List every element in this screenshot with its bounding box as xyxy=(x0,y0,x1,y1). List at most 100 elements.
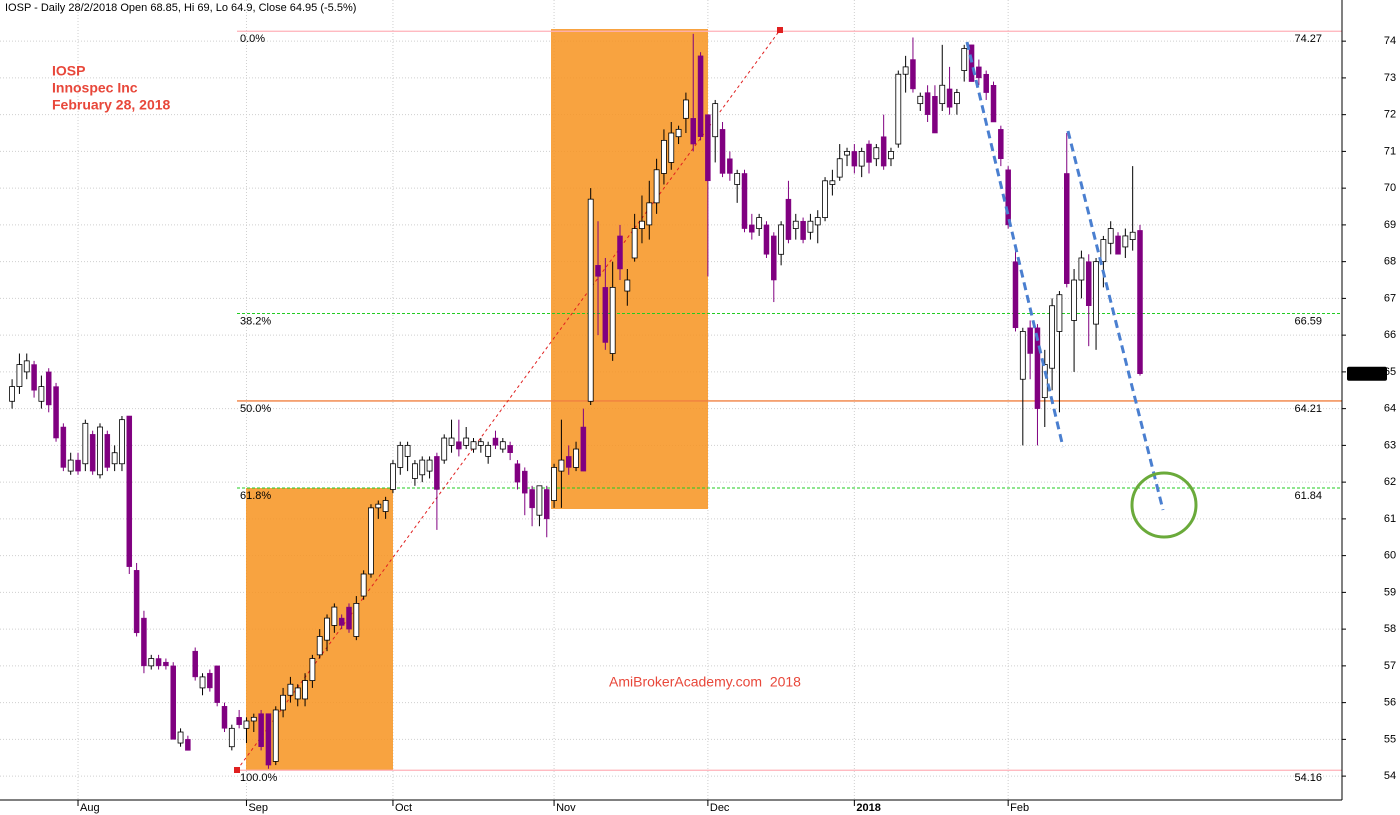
candle-body xyxy=(302,680,308,700)
candle-body xyxy=(844,151,850,156)
y-tick-label: 69 xyxy=(1384,219,1396,231)
candle-body xyxy=(595,265,601,277)
candle-body xyxy=(712,103,719,138)
candle-body xyxy=(148,658,155,667)
candle-body xyxy=(785,198,792,240)
candle-body xyxy=(829,180,836,185)
y-tick-label: 59 xyxy=(1384,586,1396,598)
candle-body xyxy=(976,66,982,79)
candle-body xyxy=(661,139,667,174)
y-tick-label: 60 xyxy=(1384,550,1396,562)
candle-body xyxy=(690,118,696,145)
y-tick-label: 72 xyxy=(1384,109,1396,121)
candle-body xyxy=(67,459,74,472)
fib-percent: 61.8% xyxy=(240,490,271,502)
candle-body xyxy=(1137,230,1143,374)
candle-body xyxy=(880,136,887,167)
candle-body xyxy=(53,386,59,439)
candle-body xyxy=(580,426,587,472)
candle-body xyxy=(38,386,45,402)
candle-body xyxy=(60,426,67,468)
candle-body xyxy=(771,235,777,281)
candle-body xyxy=(1019,331,1026,380)
candle-body xyxy=(1041,364,1048,399)
candle-body xyxy=(463,437,470,446)
candle-body xyxy=(448,437,455,446)
candle-body xyxy=(617,235,623,270)
candle-body xyxy=(507,445,513,453)
candle-body xyxy=(631,228,638,259)
candle-body xyxy=(163,661,169,667)
y-tick-label: 63 xyxy=(1384,439,1396,451)
x-tick-label: Aug xyxy=(80,802,100,814)
fib-price: 61.84 xyxy=(1294,490,1322,502)
fib-percent: 0.0% xyxy=(240,33,265,45)
candle-body xyxy=(1012,261,1019,329)
candle-body xyxy=(492,437,499,446)
candle-body xyxy=(155,658,162,667)
candle-body xyxy=(1100,239,1107,263)
y-tick-label: 54 xyxy=(1384,770,1396,782)
y-tick-label: 67 xyxy=(1384,292,1396,304)
candle-body xyxy=(1049,305,1056,369)
candle-body xyxy=(82,422,89,465)
candle-body xyxy=(316,636,323,656)
candle-body xyxy=(734,173,741,185)
candle-body xyxy=(953,92,960,105)
candle-body xyxy=(741,173,748,229)
candle-body xyxy=(573,448,579,468)
candle-body xyxy=(939,84,946,105)
candle-body xyxy=(456,441,462,450)
candle-body xyxy=(895,73,902,145)
candle-body xyxy=(287,683,294,696)
candle-body xyxy=(917,95,924,105)
candle-body xyxy=(221,706,228,729)
candle-body xyxy=(668,132,675,163)
last-price-label: 64.95 xyxy=(1353,368,1381,380)
candle-body xyxy=(961,48,968,71)
watermark: AmiBrokerAcademy.com 2018 xyxy=(609,674,801,690)
y-tick-label: 71 xyxy=(1384,145,1396,157)
candle-body xyxy=(624,279,631,292)
y-tick-label: 62 xyxy=(1384,476,1396,488)
candle-body xyxy=(236,717,242,725)
candle-body xyxy=(426,459,433,472)
candle-body xyxy=(272,709,279,762)
candle-body xyxy=(565,456,572,468)
chart-title: IOSP - Daily 28/2/2018 Open 68.85, Hi 69… xyxy=(5,2,356,14)
candle-body xyxy=(185,739,191,751)
candle-body xyxy=(1027,327,1033,354)
y-tick-label: 70 xyxy=(1384,182,1396,194)
candle-body xyxy=(404,444,411,457)
candle-body xyxy=(434,456,440,490)
candle-body xyxy=(23,360,30,373)
candle-body xyxy=(778,224,785,255)
candle-body xyxy=(470,441,477,450)
trend-line xyxy=(1066,130,1165,511)
annotation: Innospec Inc xyxy=(52,80,138,96)
candle-body xyxy=(990,85,997,123)
candle-body xyxy=(1005,169,1011,226)
candle-body xyxy=(170,665,176,740)
candle-body xyxy=(199,676,206,689)
candle-body xyxy=(1078,257,1085,281)
fib-percent: 50.0% xyxy=(240,403,271,415)
candle-body xyxy=(360,573,367,597)
candle-body xyxy=(522,470,528,494)
candle-body xyxy=(902,66,909,75)
candle-body xyxy=(75,459,81,472)
candle-body xyxy=(998,129,1004,160)
candle-body xyxy=(822,180,828,218)
candle-body xyxy=(485,444,492,457)
candle-body xyxy=(873,147,880,160)
candle-body xyxy=(1107,228,1114,244)
x-tick-label: Sep xyxy=(248,802,268,814)
candle-body xyxy=(346,606,352,630)
candle-body xyxy=(609,286,616,354)
candle-body xyxy=(719,129,726,174)
candle-body xyxy=(1085,261,1092,306)
candle-body xyxy=(258,713,264,747)
candle-body xyxy=(111,452,118,465)
x-tick-label: Feb xyxy=(1010,802,1029,814)
candle-body xyxy=(888,151,894,160)
